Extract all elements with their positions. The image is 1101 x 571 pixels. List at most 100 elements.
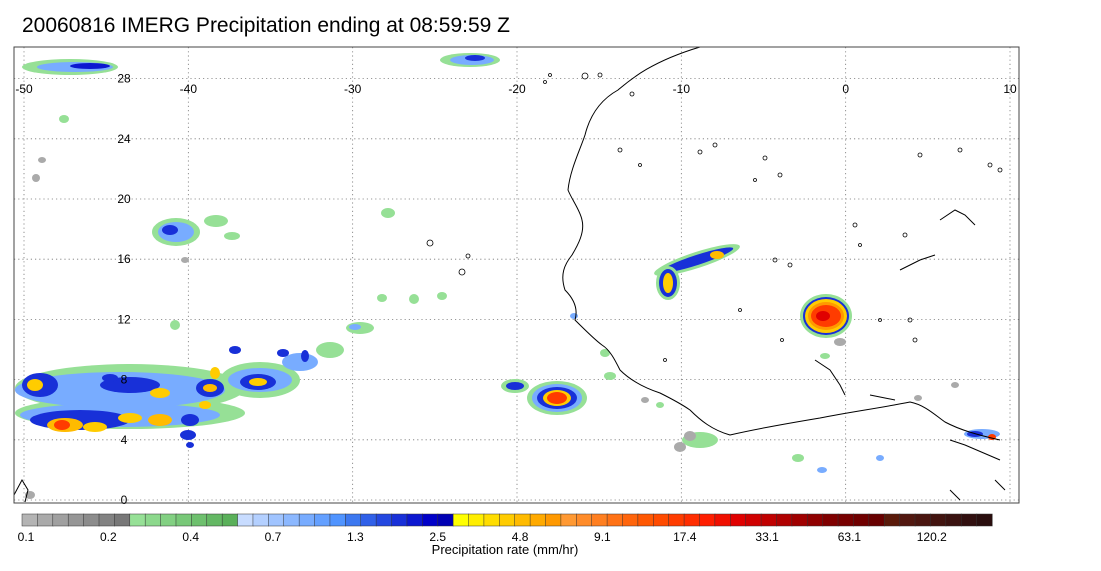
colorbar-swatch <box>760 513 777 527</box>
colorbar-swatch <box>422 513 439 527</box>
colorbar-swatch <box>683 513 701 527</box>
coastline-islands <box>426 72 1003 362</box>
colorbar-swatch <box>791 513 808 527</box>
colorbar-swatch <box>576 513 593 527</box>
colorbar-tick-label: 0.4 <box>182 530 199 544</box>
colorbar-swatch <box>668 513 685 527</box>
colorbar-swatch <box>730 513 747 527</box>
colorbar-swatch <box>653 513 670 527</box>
colorbar-tick-label: 33.1 <box>755 530 779 544</box>
colorbar-tick-label: 2.5 <box>429 530 446 544</box>
colorbar-swatch <box>129 513 146 527</box>
precip-scattered-north <box>25 115 447 499</box>
colorbar-tick-label: 0.2 <box>100 530 117 544</box>
colorbar-swatch <box>52 513 69 527</box>
colorbar-swatch <box>930 513 947 527</box>
colorbar-swatch <box>745 513 762 527</box>
longitude-label: 10 <box>1003 82 1017 96</box>
colorbar-swatch <box>622 513 639 527</box>
colorbar-swatch <box>329 513 346 527</box>
colorbar-swatch <box>37 513 54 527</box>
colorbar-swatch <box>437 513 454 527</box>
colorbar-swatch <box>98 513 115 527</box>
colorbar-swatch <box>21 513 38 527</box>
colorbar-swatch <box>345 513 362 527</box>
latitude-label: 12 <box>117 312 131 326</box>
longitude-label: -50 <box>15 82 33 96</box>
colorbar-swatch <box>468 513 485 527</box>
latitude-label: 0 <box>121 493 128 507</box>
colorbar-swatch <box>314 513 331 527</box>
colorbar-swatch <box>206 513 223 527</box>
colorbar-tick-label: 17.4 <box>673 530 697 544</box>
colorbar-swatch <box>714 513 731 527</box>
colorbar-swatch <box>67 513 85 527</box>
colorbar-swatch <box>899 513 916 527</box>
colorbar-tick-label: 1.3 <box>347 530 364 544</box>
longitude-label: -30 <box>344 82 362 96</box>
colorbar-swatch <box>529 513 547 527</box>
colorbar-swatch <box>221 513 239 527</box>
colorbar-swatch <box>114 513 131 527</box>
colorbar-tick-label: 120.2 <box>917 530 947 544</box>
precip-cells-west-africa <box>570 244 959 473</box>
colorbar-swatch <box>360 513 377 527</box>
colorbar-swatch <box>822 513 839 527</box>
colorbar-swatch <box>637 513 654 527</box>
latitude-label: 20 <box>117 192 131 206</box>
map-frame <box>13 46 1020 504</box>
colorbar-swatch <box>514 513 531 527</box>
colorbar-swatch <box>144 513 162 527</box>
colorbar-tick-label: 4.8 <box>512 530 529 544</box>
colorbar-swatch <box>853 513 870 527</box>
latitude-labels: 28 24 20 16 12 8 4 0 <box>117 72 131 507</box>
colorbar-swatch <box>499 513 516 527</box>
colorbar-tick-label: 0.1 <box>18 530 35 544</box>
colorbar-swatch <box>560 513 577 527</box>
colorbar-swatch <box>591 513 608 527</box>
colorbar-swatch <box>391 513 408 527</box>
colorbar-swatch <box>283 513 300 527</box>
colorbar-swatch <box>160 513 177 527</box>
colorbar-swatch <box>606 513 624 527</box>
colorbar-swatch <box>191 513 208 527</box>
colorbar-swatch <box>945 513 962 527</box>
colorbar-swatch <box>483 513 500 527</box>
colorbar-swatch <box>406 513 423 527</box>
colorbar-swatch <box>452 513 470 527</box>
colorbar-swatch <box>699 513 716 527</box>
colorbar-swatch <box>83 513 100 527</box>
colorbar-label: Precipitation rate (mm/hr) <box>431 542 579 557</box>
latitude-label: 8 <box>121 373 128 387</box>
latitude-label: 24 <box>117 132 131 146</box>
colorbar <box>21 513 993 527</box>
longitude-label: -20 <box>508 82 526 96</box>
map-grid <box>14 47 1019 503</box>
longitude-labels: -50 -40 -30 -20 -10 0 10 <box>15 82 1017 96</box>
colorbar-swatch <box>837 513 854 527</box>
precip-storm-africa <box>800 294 852 338</box>
latitude-label: 4 <box>121 433 128 447</box>
latitude-label: 28 <box>117 72 131 86</box>
colorbar-tick-label: 63.1 <box>838 530 862 544</box>
colorbar-swatch <box>237 513 254 527</box>
longitude-label: -40 <box>180 82 198 96</box>
precip-cell-18n <box>152 218 200 246</box>
colorbar-swatch <box>298 513 316 527</box>
colorbar-swatch <box>268 513 285 527</box>
precip-cell-central <box>501 379 587 415</box>
precip-band-top-left <box>22 53 500 75</box>
colorbar-swatch <box>252 513 269 527</box>
colorbar-swatch <box>868 513 885 527</box>
colorbar-tick-label: 0.7 <box>265 530 282 544</box>
map-title: 20060816 IMERG Precipitation ending at 0… <box>22 14 510 37</box>
longitude-label: 0 <box>842 82 849 96</box>
coastline <box>13 46 1006 503</box>
colorbar-swatch <box>545 513 562 527</box>
colorbar-swatch <box>960 513 978 527</box>
precipitation-cells <box>15 53 1000 499</box>
colorbar-swatch <box>776 513 793 527</box>
colorbar-tick-labels: 0.1 0.2 0.4 0.7 1.3 2.5 4.8 9.1 17.4 33.1 63.1 120.… <box>18 530 947 544</box>
colorbar-swatch <box>175 513 192 527</box>
